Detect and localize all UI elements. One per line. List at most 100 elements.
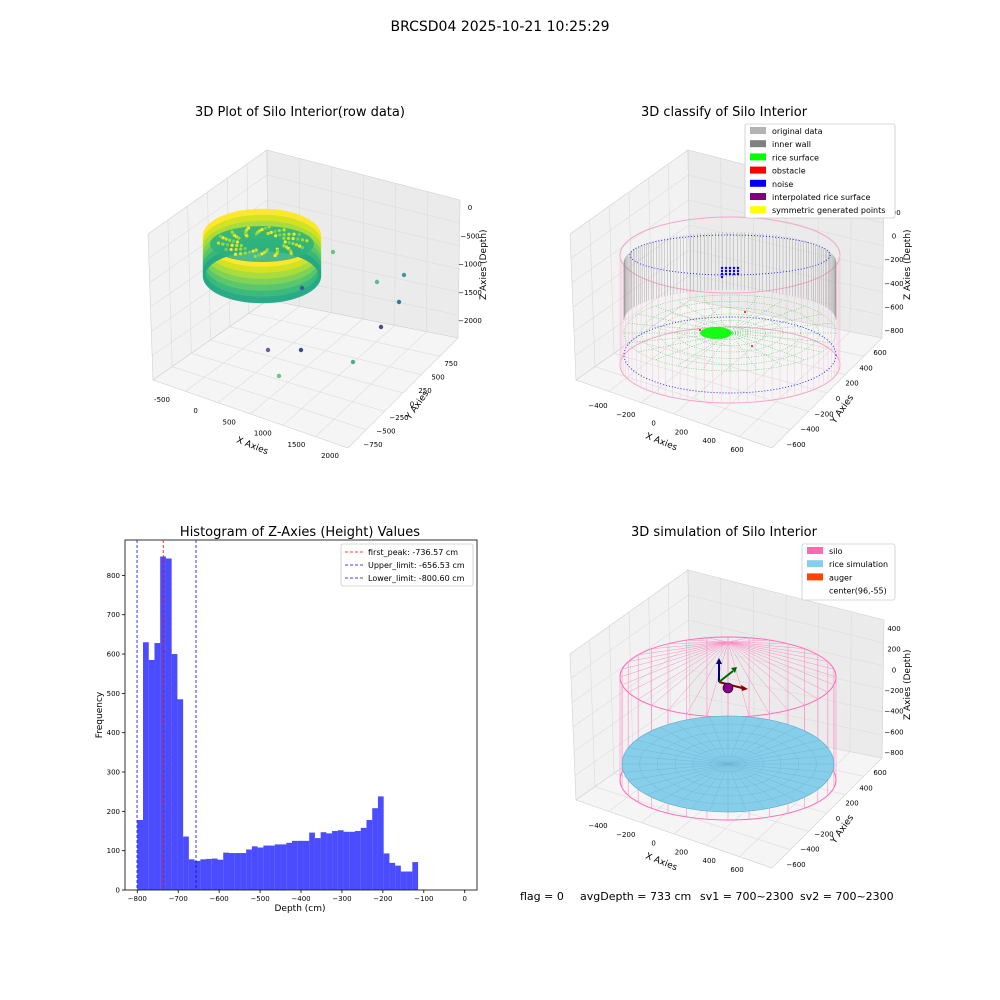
surface-point [298, 244, 302, 248]
noise-point [736, 269, 740, 273]
surface-point [237, 236, 241, 240]
panel2-y-tick-label: 600 [873, 349, 886, 357]
panel2-title: 3D classify of Silo Interior [641, 105, 808, 120]
y-tick-label: 200 [107, 808, 120, 816]
panel4-y-tick-label: 600 [873, 769, 886, 777]
histogram-bar [332, 831, 338, 890]
histogram-bar [343, 831, 350, 890]
histogram-bar [194, 860, 201, 890]
noise-point [720, 272, 724, 276]
surface-point [224, 247, 228, 252]
panel4-xlabel: X Axies [644, 852, 679, 874]
auger-arrow-x [741, 685, 748, 691]
panel2-z-tick-label: −600 [884, 303, 903, 311]
surface-point [228, 238, 232, 242]
silo-roof-spoke [667, 641, 729, 711]
legend-label: inner wall [772, 140, 811, 149]
rice-mesh-spoke [727, 763, 797, 801]
silo-roof-spoke [727, 641, 805, 649]
silo-roof-spoke [727, 641, 834, 670]
noise-rim-top [629, 234, 831, 276]
outlier-point [265, 347, 271, 353]
panel1-xlabel: X Axies [235, 436, 270, 458]
silo-roof-spoke [686, 641, 729, 715]
silo-roof-spoke [727, 641, 818, 700]
surface-point [224, 237, 228, 241]
silo-roof-spoke [621, 641, 729, 686]
panel1-x-tick-label: -500 [154, 396, 170, 404]
grid-line [574, 694, 690, 776]
legend-swatch [807, 560, 823, 568]
noise-point [720, 266, 724, 270]
silo-roof-spoke [727, 641, 835, 686]
rice-mesh-spoke [727, 763, 747, 812]
rice-mesh-spoke [727, 732, 810, 765]
panel1-y-tick-label: 250 [418, 387, 431, 395]
rice-surface-spoke [729, 332, 833, 344]
panel1-y-tick-label: −250 [389, 414, 408, 422]
surface-point [257, 253, 261, 257]
x-tick-label: −400 [291, 895, 310, 903]
panel2-z-tick-label: −400 [884, 280, 903, 288]
legend-swatch [750, 193, 766, 200]
rice-mesh-spoke [727, 763, 810, 796]
surface-point [221, 242, 225, 246]
rice-mesh-spoke [674, 722, 729, 765]
legend-label: rice simulation [829, 560, 888, 569]
panel1-x-tick-label: 1500 [287, 441, 305, 449]
surface-point [262, 250, 267, 255]
panel3-xlabel: Depth (cm) [274, 904, 325, 914]
rice-mesh-spoke [636, 763, 729, 789]
panel4-zlabel: Z Axies (Depth) [903, 649, 913, 720]
histogram-bar [251, 846, 258, 890]
surface-point [291, 236, 295, 241]
histogram-bar [269, 845, 275, 890]
y-tick-label: 500 [107, 690, 120, 698]
panel1-x-tick-label: 500 [223, 418, 236, 426]
surface-point [235, 243, 239, 248]
surface-point [300, 246, 304, 250]
panel4-y-tick-label: 0 [836, 815, 840, 823]
surface-point [216, 241, 221, 245]
histogram-bar [360, 827, 367, 890]
rice-mesh-spoke [659, 727, 729, 765]
panel-raw-data: 3D Plot of Silo Interior(row data) -500 0… [147, 105, 489, 460]
surface-point [289, 251, 293, 256]
legend-label: interpolated rice surface [772, 193, 870, 202]
x-tick-label: −600 [210, 895, 229, 903]
noise-point [728, 272, 732, 276]
panel4-z-tick-label: 200 [887, 646, 900, 654]
outlier-point [378, 324, 384, 330]
silo-roof-spoke [706, 641, 729, 717]
panel2-y-tick-label: 400 [859, 364, 872, 372]
y-tick-label: 100 [107, 847, 120, 855]
surface-point [246, 226, 251, 230]
histogram-plot-area [124, 539, 478, 891]
panel2-xlabel: X Axies [644, 432, 679, 454]
histogram-bar [383, 853, 390, 890]
panel1-z-tick-label: −500 [460, 232, 479, 240]
histogram-bar [366, 820, 373, 890]
silo-roof-spoke [706, 637, 729, 643]
legend-label: auger [829, 573, 853, 582]
surface-point [253, 254, 257, 259]
surface-point [221, 236, 225, 240]
rice-mesh-spoke [727, 763, 782, 806]
silo-roof-spoke [727, 637, 750, 643]
legend-label: silo [829, 547, 843, 556]
legend-label: noise [772, 180, 793, 189]
panel2-y-tick-label: −400 [800, 426, 819, 434]
panel4-y-tick-label: 200 [845, 800, 858, 808]
histogram-bar [246, 849, 252, 890]
histogram-bar [337, 830, 344, 890]
legend-label: first_peak: -736.57 cm [368, 548, 458, 557]
surface-point [231, 239, 236, 243]
surface-point [291, 242, 295, 246]
histogram-bar [234, 853, 241, 890]
surface-point [239, 252, 243, 256]
surface-point [267, 225, 271, 229]
surface-point [287, 232, 291, 236]
rice-mesh-spoke [727, 763, 828, 781]
panel2-x-tick-label: 600 [730, 446, 743, 454]
